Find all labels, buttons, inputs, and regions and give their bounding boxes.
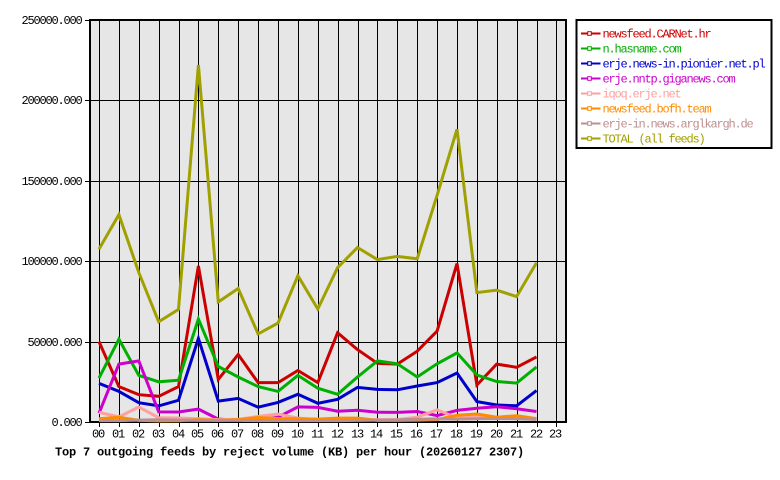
svg-text:newsfeed.CARNet.hr: newsfeed.CARNet.hr bbox=[603, 28, 712, 42]
svg-text:13: 13 bbox=[351, 428, 364, 442]
svg-text:18: 18 bbox=[450, 428, 463, 442]
svg-text:15: 15 bbox=[390, 428, 403, 442]
svg-text:10: 10 bbox=[291, 428, 304, 442]
svg-text:iqoq.erje.net: iqoq.erje.net bbox=[603, 88, 681, 102]
svg-text:150000.000: 150000.000 bbox=[21, 175, 82, 189]
svg-text:23: 23 bbox=[549, 428, 562, 442]
svg-text:newsfeed.bofh.team: newsfeed.bofh.team bbox=[603, 103, 712, 117]
svg-text:100000.000: 100000.000 bbox=[21, 255, 82, 269]
svg-text:00: 00 bbox=[92, 428, 105, 442]
svg-text:22: 22 bbox=[530, 428, 543, 442]
svg-text:19: 19 bbox=[470, 428, 483, 442]
svg-text:16: 16 bbox=[410, 428, 423, 442]
svg-text:n.hasname.com: n.hasname.com bbox=[603, 43, 682, 57]
svg-text:21: 21 bbox=[510, 428, 523, 442]
svg-text:03: 03 bbox=[152, 428, 165, 442]
svg-text:09: 09 bbox=[271, 428, 284, 442]
svg-text:06: 06 bbox=[211, 428, 224, 442]
svg-text:erje-in.news.arglkargh.de: erje-in.news.arglkargh.de bbox=[603, 118, 754, 132]
svg-text:02: 02 bbox=[132, 428, 145, 442]
svg-text:04: 04 bbox=[172, 428, 185, 442]
svg-text:erje.nntp.giganews.com: erje.nntp.giganews.com bbox=[603, 73, 736, 87]
svg-text:05: 05 bbox=[191, 428, 204, 442]
svg-text:50000.000: 50000.000 bbox=[27, 336, 82, 350]
svg-text:20: 20 bbox=[490, 428, 503, 442]
svg-text:Top 7 outgoing feeds by reject: Top 7 outgoing feeds by reject volume (K… bbox=[55, 446, 524, 460]
svg-text:12: 12 bbox=[331, 428, 344, 442]
svg-text:08: 08 bbox=[251, 428, 264, 442]
svg-text:01: 01 bbox=[112, 428, 125, 442]
svg-text:200000.000: 200000.000 bbox=[21, 94, 82, 108]
svg-text:14: 14 bbox=[370, 428, 383, 442]
svg-text:11: 11 bbox=[311, 428, 324, 442]
svg-text:17: 17 bbox=[430, 428, 443, 442]
svg-text:250000.000: 250000.000 bbox=[21, 14, 82, 28]
svg-text:07: 07 bbox=[231, 428, 244, 442]
svg-text:erje.news-in.pionier.net.pl: erje.news-in.pionier.net.pl bbox=[603, 58, 766, 72]
svg-text:TOTAL (all feeds): TOTAL (all feeds) bbox=[603, 133, 705, 147]
svg-text:0.000: 0.000 bbox=[51, 416, 82, 430]
